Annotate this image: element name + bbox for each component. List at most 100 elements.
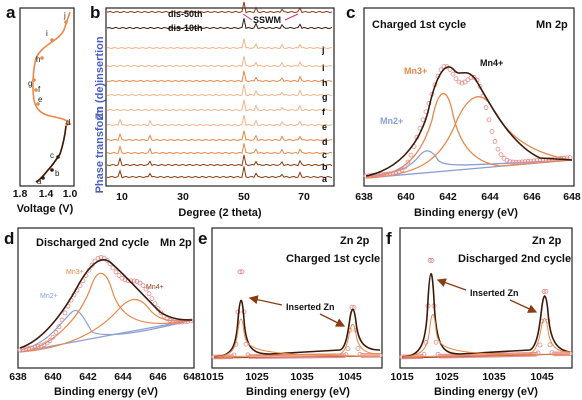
panel-c-peak-mn4 [365,96,573,179]
xrd-trace [106,130,333,142]
xrd-trace [106,166,333,179]
xps-data-point [345,346,351,352]
xrd-trace [106,18,333,30]
point-i-label: i [46,29,48,38]
panel-c-peak-mn2 [365,150,573,177]
xps-data-point [377,352,383,358]
panel-f-xtick-2: 1035 [482,371,506,383]
panel-f-fit-2 [401,318,571,358]
xps-data-point [137,280,143,286]
xps-data-point [47,338,53,343]
curve-label-e: e [322,122,327,132]
panel-b-sswm-label: SSWM [253,15,281,25]
xps-data-point [35,344,41,350]
xrd-trace [106,154,333,167]
panel-b: b Zn (de)insertion Phase transform j i h… [90,1,335,219]
panel-f-element: Zn 2p [532,235,562,247]
xps-data-point [453,76,459,82]
xps-data-point [381,171,387,177]
panel-c-mn3-label: Mn3+ [404,66,427,76]
panel-c-xtick-2: 642 [439,191,457,203]
panel-d-mn4-label: Mn4+ [146,284,164,291]
xps-data-point [516,159,522,165]
panel-b-sswm-arrow-right [284,13,299,21]
xps-data-point [541,288,547,294]
xps-data-point [471,74,477,80]
xps-data-point [525,159,531,164]
xps-data-point [535,350,541,356]
panel-d-mn2-label: Mn2+ [40,293,58,300]
xps-data-point [122,277,128,283]
panel-a-xtick-1: 1.4 [39,188,54,200]
xps-data-point [429,257,435,263]
point-c-label: c [50,151,54,160]
panel-c-xtick-1: 640 [397,191,415,203]
panel-e-xlabel: Binding energy (eV) [246,386,350,398]
panel-b-xtick-2: 50 [238,191,250,203]
panel-f: f Zn 2p Discharged 2nd cycle Inserted Zn… [386,227,573,398]
panel-e-fit-2 [213,324,381,358]
point-a-label: a [37,177,42,186]
panel-e-element: Zn 2p [340,235,370,247]
xps-data-point [146,291,152,297]
xps-data-point [44,340,50,346]
panel-c-xtick-4: 646 [523,191,541,203]
panel-c-xtick-3: 644 [481,191,499,203]
xps-data-point [433,339,439,345]
curve-label-i: i [322,63,325,73]
xps-data-point [456,79,462,85]
panel-f-xtick-1: 1025 [435,371,459,383]
panel-d-xlabel: Binding energy (eV) [54,386,158,398]
xps-data-point [131,278,137,284]
xps-data-point [89,262,95,268]
xps-data-point [543,288,549,294]
curve-label-j: j [321,45,325,55]
curve-label-c: c [322,150,327,160]
panel-f-arrow-left [436,278,467,291]
curve-label-g: g [322,92,328,102]
xps-data-point [188,318,194,324]
xps-data-point [534,158,540,164]
panel-a: a a b c d e f g h i j 1.8 1.4 1.0 Voltag… [6,3,77,215]
panel-f-envelope [401,273,571,358]
xps-data-point [29,345,35,351]
xrd-trace [106,84,333,97]
xps-data-point [38,343,44,349]
panel-f-label: f [386,229,392,248]
xps-data-point [110,265,116,271]
panel-d-label: d [4,229,14,248]
xps-data-point [519,159,525,165]
panel-f-data-points [399,257,573,360]
xps-data-point [176,319,182,325]
panel-d: d Discharged 2nd cycle Mn 2p Mn3+ Mn4+ M… [4,227,201,398]
point-e-label: e [38,95,43,104]
point-d-label: d [66,118,70,127]
curve-label-a: a [322,174,328,184]
panel-a-xtick-0: 1.8 [13,188,28,200]
panel-e-xtick-2: 1035 [290,371,314,383]
panel-e-fit-1 [213,318,381,358]
panel-e-envelope [213,299,381,358]
xps-data-point [113,269,119,275]
xps-data-point [239,269,245,275]
xps-data-point [537,342,543,348]
panel-e-inserted-label: Inserted Zn [286,302,335,312]
xps-data-point [149,296,155,302]
panel-e-state: Charged 1st cycle [286,253,380,265]
panel-b-sswm-arrow-left [242,13,253,21]
panel-c-element: Mn 2p [536,19,568,31]
xps-data-point [498,152,504,158]
xps-data-point [531,158,537,164]
panel-b-top-label-50: dis-50th [168,9,203,19]
point-f-label: f [38,85,41,94]
xps-data-point [483,105,489,110]
panel-e-frame [211,227,383,369]
panel-e-label: e [198,229,207,248]
xps-data-point [489,129,495,134]
panel-c-mn4-label: Mn4+ [480,58,503,68]
xrd-trace [106,70,333,83]
panel-e-arrow-left [248,295,283,306]
xps-data-point [427,258,433,263]
panel-c-state: Charged 1st cycle [372,19,466,31]
panel-d-xtick-5: 648 [183,371,201,383]
